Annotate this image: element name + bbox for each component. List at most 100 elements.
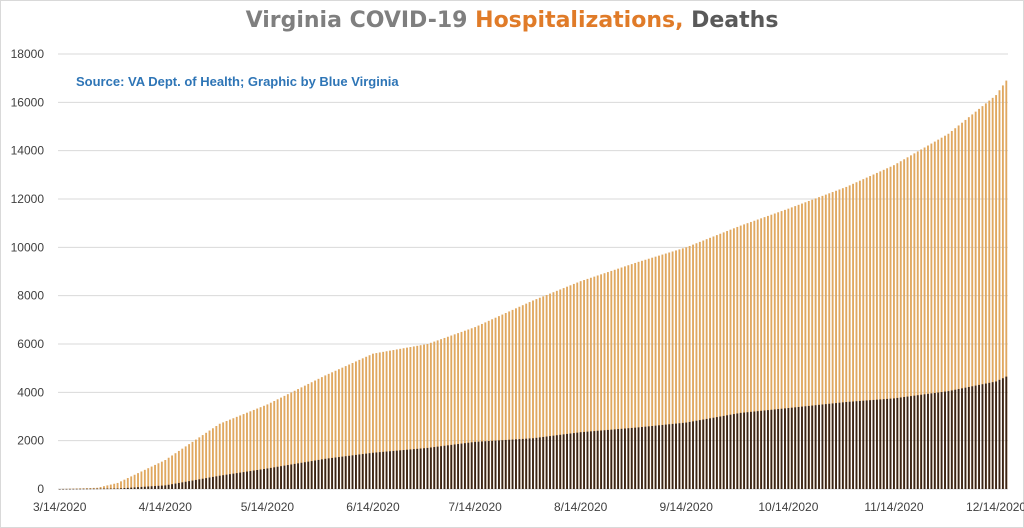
hospitalizations-bar <box>426 344 429 489</box>
hospitalizations-bar <box>981 106 984 489</box>
hospitalizations-bar <box>235 416 238 489</box>
deaths-bar <box>794 407 797 489</box>
x-tick-label-6: 9/14/2020 <box>660 500 714 514</box>
deaths-bar <box>382 451 385 489</box>
deaths-bar <box>68 488 71 490</box>
hospitalizations-bar <box>777 212 780 489</box>
deaths-bar <box>171 484 174 489</box>
y-tick-label-8000: 8000 <box>17 289 44 303</box>
deaths-bar <box>480 441 483 489</box>
deaths-bar <box>903 397 906 489</box>
deaths-bar <box>525 438 528 489</box>
deaths-bar <box>239 472 242 489</box>
deaths-bar <box>58 489 61 490</box>
deaths-bar <box>375 452 378 489</box>
deaths-bar <box>722 415 725 489</box>
hospitalizations-bar <box>416 345 419 489</box>
deaths-bar <box>266 468 269 489</box>
deaths-bar <box>933 392 936 489</box>
hospitalizations-bar <box>436 340 439 489</box>
hospitalizations-bar <box>906 157 909 489</box>
deaths-bar <box>280 466 282 489</box>
chart-title: Virginia COVID-19 Hospitalizations, Deat… <box>0 8 1024 33</box>
hospitalizations-bar <box>446 336 449 489</box>
hospitalizations-bar <box>647 258 650 489</box>
hospitalizations-bar <box>75 488 78 489</box>
deaths-bar <box>140 486 143 489</box>
hospitalizations-bar <box>838 189 841 489</box>
deaths-bar <box>957 389 960 489</box>
deaths-bar <box>828 403 831 489</box>
hospitalizations-bar <box>535 299 538 489</box>
hospitalizations-bar <box>293 390 296 489</box>
deaths-bar <box>351 455 354 489</box>
deaths-bar <box>852 401 855 489</box>
hospitalizations-bar <box>988 100 991 489</box>
hospitalizations-bar <box>715 235 718 489</box>
hospitalizations-bar <box>147 468 150 489</box>
deaths-bar <box>606 429 609 489</box>
hospitalizations-bar <box>961 122 963 489</box>
deaths-bar <box>940 392 943 489</box>
x-tick-label-5: 8/14/2020 <box>554 500 608 514</box>
deaths-bar <box>293 463 296 489</box>
deaths-bar <box>988 382 991 489</box>
deaths-bar <box>995 381 998 489</box>
deaths-bar <box>821 404 824 489</box>
x-tick-label-1: 4/14/2020 <box>139 500 193 514</box>
deaths-bar <box>181 482 184 489</box>
hospitalizations-bar <box>899 161 902 490</box>
deaths-bar <box>654 425 657 489</box>
hospitalizations-bar <box>773 213 776 489</box>
hospitalizations-bar <box>474 327 477 489</box>
deaths-bar <box>644 426 647 489</box>
hospitalizations-bar <box>583 280 586 489</box>
deaths-bar <box>460 443 463 489</box>
hospitalizations-bar <box>732 228 735 490</box>
deaths-bar <box>566 433 568 489</box>
hospitalizations-bar <box>498 316 500 489</box>
hospitalizations-bar <box>334 370 337 489</box>
hospitalizations-bar <box>872 174 875 489</box>
hospitalizations-bar <box>790 207 793 489</box>
hospitalizations-bar <box>171 455 174 489</box>
deaths-bar <box>974 385 977 489</box>
deaths-bar <box>463 443 466 489</box>
hospitalizations-bar <box>106 485 109 489</box>
hospitalizations-bar <box>892 165 895 489</box>
deaths-bar <box>246 471 248 489</box>
deaths-bar <box>572 433 575 489</box>
deaths-bar <box>824 404 827 489</box>
hospitalizations-bar <box>525 303 528 489</box>
hospitalizations-bar <box>160 461 163 489</box>
deaths-bar <box>760 410 763 489</box>
hospitalizations-bar <box>644 259 647 489</box>
x-tick-label-8: 11/14/2020 <box>864 500 923 514</box>
hospitalizations-bar <box>971 114 974 490</box>
deaths-bar <box>784 408 786 489</box>
hospitalizations-bar <box>133 474 136 489</box>
hospitalizations-bar <box>269 402 272 489</box>
hospitalizations-bar <box>344 366 347 489</box>
hospitalizations-bar <box>399 348 402 489</box>
y-tick-label-12000: 12000 <box>11 192 45 206</box>
hospitalizations-bar <box>511 309 514 489</box>
hospitalizations-bar <box>320 377 323 489</box>
hospitalizations-bar <box>130 476 133 489</box>
hospitalizations-bar <box>276 399 279 489</box>
deaths-bar <box>668 424 671 489</box>
deaths-bar <box>906 396 909 489</box>
deaths-bar <box>385 451 388 489</box>
hospitalizations-bar <box>423 344 425 489</box>
deaths-bar <box>961 388 963 489</box>
hospitalizations-bar <box>967 117 970 489</box>
hospitalizations-bar <box>194 439 197 489</box>
deaths-bar <box>205 478 208 489</box>
hospitalizations-bar <box>246 412 248 489</box>
deaths-bar <box>855 401 858 489</box>
deaths-bar <box>559 434 562 489</box>
deaths-bar <box>327 458 330 489</box>
hospitalizations-bar <box>532 300 534 489</box>
deaths-bar <box>773 409 776 489</box>
